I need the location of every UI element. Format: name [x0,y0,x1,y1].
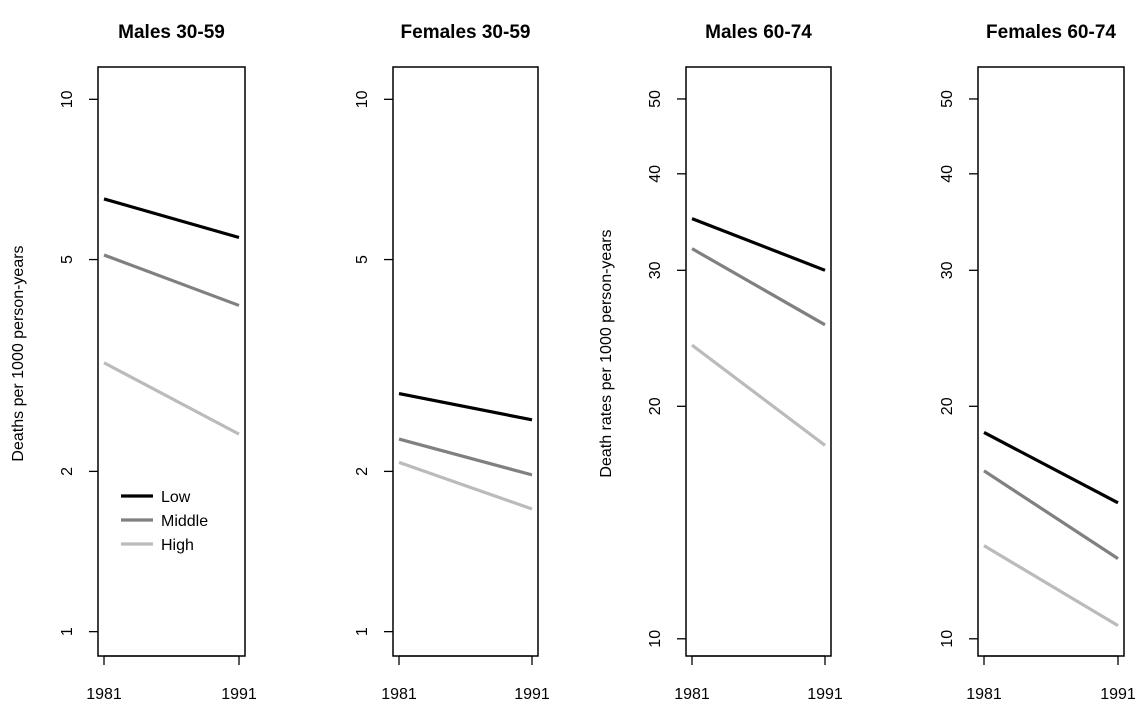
y-tick-label: 10 [647,630,664,648]
x-tick-label: 1991 [807,686,843,703]
y-tick-label: 30 [647,261,664,279]
series-line-3 [692,345,825,445]
y-tick-label: 50 [647,90,664,108]
legend: Low Middle High [121,489,208,554]
y-tick-label: 20 [647,397,664,415]
series-line-1 [692,219,825,271]
y-tick-label: 2 [354,467,371,476]
x-tick-label: 1991 [221,686,257,703]
y-tick-label: 1 [59,627,76,636]
series-line-2 [984,471,1118,559]
plot-frame [978,67,1124,656]
legend-label: Middle [161,513,208,530]
series-line-2 [692,249,825,325]
y-axis-label: Deaths per 1000 person-years [10,245,27,461]
x-tick-label: 1991 [1100,686,1136,703]
legend-label: Low [161,489,191,506]
chart-title: Males 60-74 [705,22,812,43]
legend-label: High [161,537,194,554]
x-tick-label: 1981 [966,686,1002,703]
chart-panel-3: Males 60-74 10 20 30 40 50 1981 1991 Death rates… [598,22,843,703]
chart-panel-2: Females 30-59 1 2 5 10 1981 1991 [354,22,550,703]
y-tick-label: 10 [939,630,956,648]
series-line-middle [104,255,239,305]
y-axis-label: Death rates per 1000 person-years [598,229,615,477]
series-line-3 [984,546,1118,626]
chart-title: Females 30-59 [401,22,531,43]
plot-frame [393,67,538,656]
y-tick-label: 30 [939,261,956,279]
y-tick-label: 5 [354,255,371,264]
y-tick-label: 40 [939,165,956,183]
series-line-1 [984,432,1118,502]
chart-title: Females 60-74 [986,22,1116,43]
y-tick-label: 5 [59,255,76,264]
x-tick-label: 1981 [381,686,417,703]
chart-panel-1: Males 30-59 1 2 5 10 1981 1991 Deaths per 1000 … [10,22,257,703]
y-tick-label: 40 [647,165,664,183]
series-line-low [104,199,239,238]
series-line-1 [399,394,532,420]
x-tick-label: 1981 [86,686,122,703]
chart-panel-4: Females 60-74 10 20 30 40 50 1981 1991 [939,22,1136,703]
y-tick-label: 2 [59,467,76,476]
y-tick-label: 1 [354,627,371,636]
series-line-high [104,363,239,434]
y-tick-label: 20 [939,397,956,415]
x-tick-label: 1981 [674,686,710,703]
y-tick-label: 10 [354,90,371,108]
plot-frame [98,67,245,656]
y-tick-label: 10 [59,90,76,108]
x-tick-label: 1991 [514,686,550,703]
plot-frame [686,67,831,656]
chart-title: Males 30-59 [118,22,225,43]
y-tick-label: 50 [939,90,956,108]
